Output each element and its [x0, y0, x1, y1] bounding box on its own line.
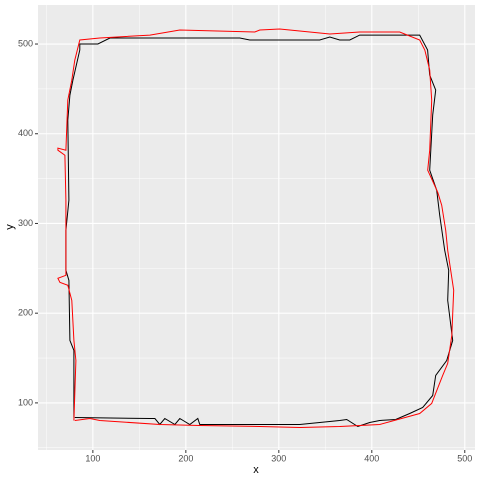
x-tick-label: 100: [85, 453, 100, 463]
y-tick-label: 500: [18, 38, 33, 48]
x-axis-label: x: [253, 464, 259, 476]
x-tick-label: 500: [457, 453, 472, 463]
grid: [38, 5, 475, 450]
x-tick-label: 200: [178, 453, 193, 463]
x-tick-label: 400: [364, 453, 379, 463]
x-tick-label: 300: [271, 453, 286, 463]
panel: [38, 5, 475, 450]
y-tick-label: 100: [18, 397, 33, 407]
y-axis-label: y: [4, 224, 16, 230]
trace-line: [57, 28, 455, 429]
y-tick-label: 400: [18, 128, 33, 138]
marks: [57, 28, 455, 429]
y-tick-label: 300: [18, 218, 33, 228]
y-tick-label: 200: [18, 308, 33, 318]
